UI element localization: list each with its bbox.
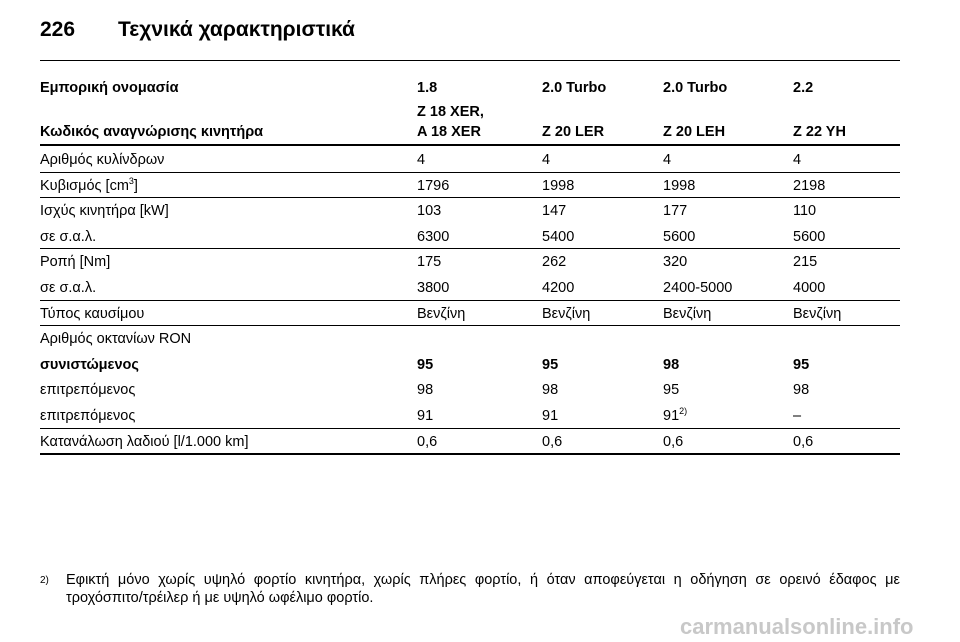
table-cell: Βενζίνη [417,305,466,322]
table-cell: 4 [663,152,672,168]
header-rule [40,60,900,61]
table-cell: Κυβισμός [cm3] [40,175,138,195]
table-cell: A 18 XER [417,124,481,140]
table-cell: Τύπος καυσίμου [40,305,145,322]
footnote-text: Εφικτή μόνο χωρίς υψηλό φορτίο κινητήρα,… [66,572,900,606]
table-cell: 2198 [793,177,826,194]
table-cell: Ροπή [Nm] [40,254,111,271]
table-cell: Z 20 LEH [663,124,726,140]
table-cell: 3800 [417,280,450,296]
table-cell: 0,6 [542,433,563,450]
table-cell: 215 [793,254,818,271]
table-cell: 6300 [417,228,450,245]
cell-superscript: 2) [679,406,688,417]
table-cell: 5400 [542,228,575,245]
table-cell: Z 20 LER [542,124,605,140]
table-cell: 4000 [793,280,826,296]
table-cell: 91 [542,408,559,424]
table-cell: 4 [793,152,802,168]
table-cell: 1796 [417,177,450,194]
table-cell: 95 [417,356,434,373]
table-cell: Αριθμός οκτανίων RON [40,331,192,348]
table-cell: 2.0 Turbo [663,80,728,96]
table-cell: 95 [793,356,810,373]
table-cell: 91 [417,408,434,424]
table-cell: σε σ.α.λ. [40,280,97,296]
table-cell: 1.8 [417,80,438,96]
table-cell: 98 [417,382,434,399]
table-cell: Κωδικός αναγνώρισης κινητήρα [40,124,264,140]
row-rule [40,172,900,173]
table-cell: Βενζίνη [793,305,842,322]
table-cell: Z 22 YH [793,124,846,140]
cell-text: 91 [663,408,680,424]
row-rule [40,248,900,249]
table-cell: 0,6 [417,433,438,450]
table-cell: Βενζίνη [663,305,712,322]
table-cell: Z 18 XER, [417,104,484,120]
table-cell: 912) [663,407,687,425]
table-cell: σε σ.α.λ. [40,228,97,245]
table-cell: 4 [542,152,551,168]
table-cell: 0,6 [793,433,814,450]
page-number: 226 [40,18,76,41]
table-cell: 177 [663,203,688,220]
row-rule [40,428,900,429]
cell-text: Κυβισμός [cm [40,177,129,194]
table-cell: Κατανάλωση λαδιού [l/1.000 km] [40,433,249,450]
table-cell: 98 [542,382,559,399]
row-rule [40,453,900,455]
table-cell: 95 [542,356,559,373]
row-rule [40,300,900,301]
table-cell: 1998 [542,177,575,194]
table-cell: 95 [663,382,680,399]
cell-text: ] [133,177,138,194]
table-cell: 1998 [663,177,696,194]
table-cell: 98 [663,356,680,373]
table-cell: 5600 [793,228,826,245]
footnote-marker: 2) [40,575,49,586]
watermark: carmanualsonline.info [680,614,914,639]
table-cell: 2400-5000 [663,280,733,296]
table-cell: Αριθμός κυλίνδρων [40,152,165,168]
table-cell: Εμπορική ονομασία [40,80,179,96]
table-cell: – [793,408,802,424]
table-cell: 2.2 [793,80,814,96]
table-cell: 98 [793,382,810,399]
table-cell: επιτρεπόμενος [40,382,136,399]
table-cell: 103 [417,203,442,220]
table-cell: Ισχύς κινητήρα [kW] [40,203,169,220]
table-cell: 147 [542,203,567,220]
table-cell: 262 [542,254,567,271]
table-cell: 110 [793,203,817,220]
table-cell: 4200 [542,280,575,296]
table-cell: επιτρεπόμενος [40,408,136,424]
row-rule [40,197,900,198]
table-cell: Βενζίνη [542,305,591,322]
table-cell: 175 [417,254,442,271]
table-cell: 2.0 Turbo [542,80,607,96]
page-title: Τεχνικά χαρακτηριστικά [118,18,355,41]
table-cell: 320 [663,254,688,271]
header-rule [40,144,900,146]
table-cell: 0,6 [663,433,684,450]
table-cell: συνιστώμενος [40,356,139,373]
table-cell: 4 [417,152,426,168]
row-rule [40,325,900,326]
cell-superscript: 3 [128,175,134,186]
table-cell: 5600 [663,228,696,245]
